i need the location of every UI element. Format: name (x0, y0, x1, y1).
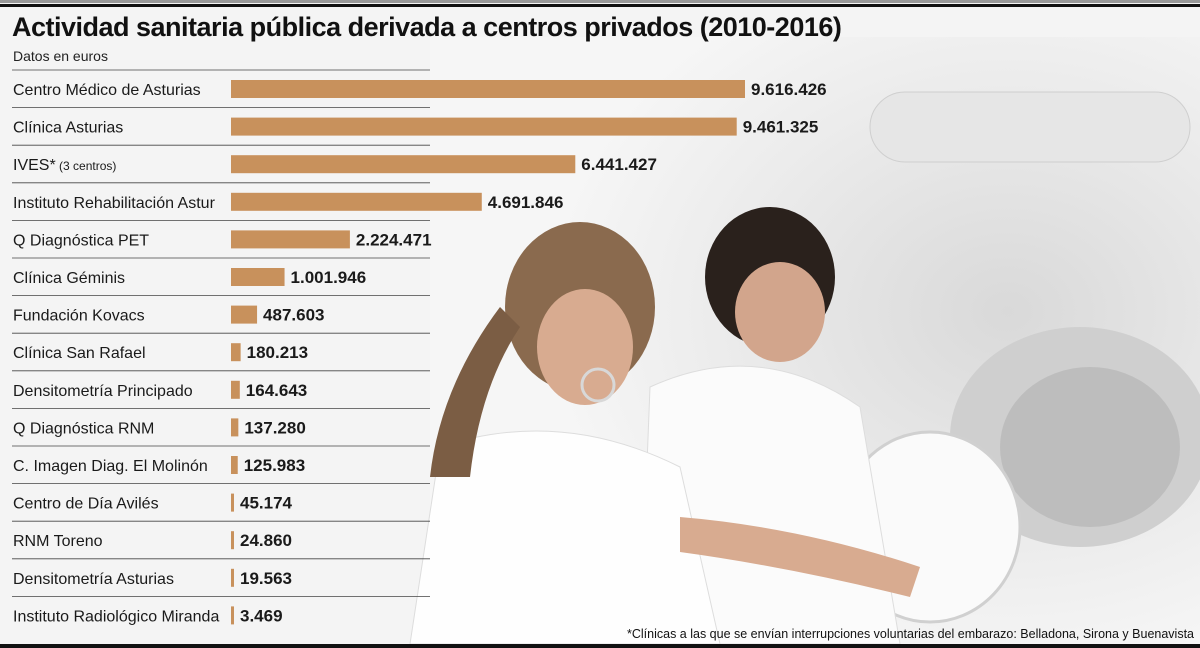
bar (231, 268, 285, 286)
category-label: Clínica San Rafael (13, 345, 146, 362)
category-label: IVES* (3 centros) (13, 157, 116, 174)
category-label: C. Imagen Diag. El Molinón (13, 458, 208, 475)
bar (231, 155, 576, 174)
chart-subtitle: Datos en euros (13, 48, 108, 64)
bar (231, 568, 234, 587)
category-label: Q Diagnóstica RNM (13, 420, 154, 437)
top-rule (0, 0, 1200, 3)
category-label: RNM Toreno (13, 533, 103, 550)
value-label: 180.213 (247, 343, 308, 362)
bar (231, 531, 234, 550)
chart-title: Actividad sanitaria pública derivada a c… (12, 12, 842, 42)
category-label: Densitometría Principado (13, 383, 193, 400)
bottom-rule (0, 644, 1200, 648)
value-label: 45.174 (240, 494, 293, 513)
background-photo-nurses-mri (409, 37, 1200, 644)
value-label: 9.461.325 (743, 118, 819, 137)
bar (231, 343, 241, 362)
category-label: Centro Médico de Asturias (13, 82, 201, 99)
bar (231, 456, 238, 474)
bar (231, 230, 350, 249)
value-label: 3.469 (240, 606, 283, 625)
category-label: Centro de Día Avilés (13, 496, 159, 513)
bar (231, 117, 737, 136)
value-label: 1.001.946 (291, 268, 367, 287)
value-label: 9.616.426 (751, 80, 827, 99)
value-label: 164.643 (246, 381, 307, 400)
category-label: Densitometría Asturias (13, 571, 174, 588)
value-label: 2.224.471 (356, 230, 432, 249)
category-label: Clínica Asturias (13, 120, 123, 137)
footnote: *Clínicas a las que se envían interrupci… (627, 627, 1194, 641)
category-label: Fundación Kovacs (13, 308, 145, 325)
value-label: 24.860 (240, 531, 292, 550)
value-label: 137.280 (244, 418, 305, 437)
bar (231, 305, 258, 324)
top-rule-dark (0, 4, 1200, 7)
bar (231, 606, 234, 625)
value-label: 4.691.846 (488, 193, 564, 212)
bar (231, 380, 240, 399)
value-label: 6.441.427 (581, 155, 657, 174)
category-label: Q Diagnóstica PET (13, 232, 149, 249)
bar (231, 192, 482, 211)
category-label: Instituto Rehabilitación Astur (13, 195, 216, 212)
category-label: Clínica Géminis (13, 270, 125, 287)
value-label: 487.603 (263, 306, 324, 325)
bar (231, 493, 234, 512)
bar (231, 80, 745, 98)
value-label: 19.563 (240, 569, 292, 588)
value-label: 125.983 (244, 456, 305, 475)
category-label: Instituto Radiológico Miranda (13, 608, 219, 625)
bar (231, 418, 239, 437)
